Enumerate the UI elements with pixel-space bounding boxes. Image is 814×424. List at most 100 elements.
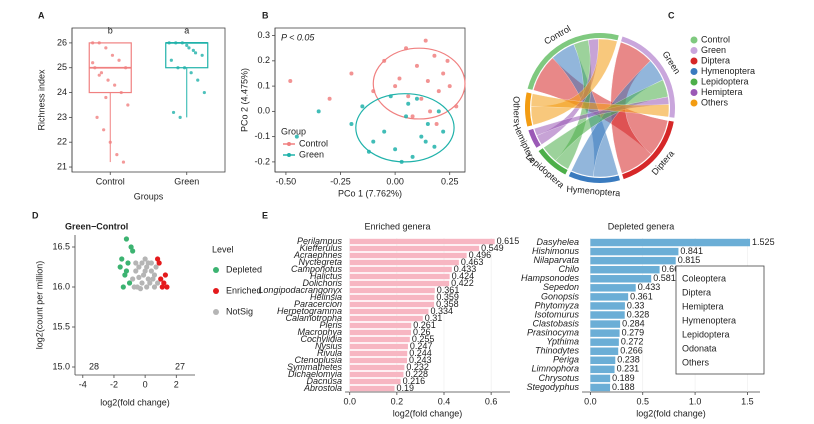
point xyxy=(122,272,128,278)
value-label: 0.328 xyxy=(627,309,650,319)
panel-letter: B xyxy=(262,10,269,20)
x-tick-label: Green xyxy=(174,176,199,186)
category-label: Symmathetes xyxy=(287,362,343,372)
legend-label: Others xyxy=(701,97,729,107)
y-tick-label: 21 xyxy=(57,161,67,171)
legend-swatch xyxy=(690,47,698,54)
point xyxy=(123,268,130,274)
legend-label: Hymenoptera xyxy=(701,66,755,76)
point xyxy=(159,284,165,290)
point xyxy=(119,256,125,262)
bar xyxy=(349,364,405,371)
bar xyxy=(590,275,652,283)
legend-label: Depleted xyxy=(226,264,262,274)
legend-label: Control xyxy=(701,34,730,44)
legend-label: Odonata xyxy=(682,343,717,353)
point xyxy=(161,280,167,286)
value-label: 0.358 xyxy=(436,299,459,309)
value-label: 0.361 xyxy=(437,285,460,295)
value-label: 0.359 xyxy=(436,292,459,302)
value-label: 0.19 xyxy=(397,383,415,393)
category-label: Cochylidia xyxy=(300,334,342,344)
category-label: Hishimonus xyxy=(532,246,580,256)
value-label: 0.422 xyxy=(451,278,474,288)
point xyxy=(419,96,424,101)
x-tick-label: 0.4 xyxy=(438,396,451,406)
bar xyxy=(349,336,410,343)
x-tick-label: -4 xyxy=(79,379,87,389)
legend-swatch xyxy=(690,57,698,65)
x-tick-label: 0.00 xyxy=(386,176,404,186)
confidence-ellipse xyxy=(372,47,466,120)
value-label: 0.232 xyxy=(406,362,429,372)
value-label: 0.279 xyxy=(622,327,645,337)
point xyxy=(97,73,101,77)
category-label: Chilo xyxy=(558,264,579,274)
legend-swatch xyxy=(690,78,698,86)
category-label: Isotomurus xyxy=(534,309,579,319)
value-label: 0.841 xyxy=(680,246,703,256)
point xyxy=(139,260,145,266)
category-label: Periga xyxy=(553,355,579,365)
value-label: 0.238 xyxy=(617,355,640,365)
point xyxy=(193,51,198,55)
point xyxy=(185,43,189,47)
node-arc xyxy=(621,36,675,118)
point xyxy=(147,280,153,286)
legend-swatch xyxy=(690,89,698,96)
value-label: 0.33 xyxy=(627,300,645,310)
x-tick-label: 0 xyxy=(143,379,148,389)
point xyxy=(154,280,161,286)
legend-label: NotSig xyxy=(226,306,253,316)
point xyxy=(425,79,430,84)
point xyxy=(327,96,332,101)
category-label: Thinodytes xyxy=(535,346,580,356)
bar xyxy=(349,287,435,294)
node-arc xyxy=(568,171,620,183)
bar xyxy=(590,356,616,365)
point xyxy=(95,115,99,119)
y-tick-label: 16.5 xyxy=(52,241,70,251)
point xyxy=(148,260,154,266)
x-tick-label: 0.0 xyxy=(584,396,597,406)
point xyxy=(126,280,133,286)
legend-swatch xyxy=(287,153,291,157)
legend-title: Group xyxy=(281,126,306,136)
value-label: 0.266 xyxy=(620,346,643,356)
point xyxy=(133,268,139,274)
value-label: 0.247 xyxy=(410,341,433,351)
legend-swatch xyxy=(690,68,698,75)
y-tick-label: 0.1 xyxy=(257,80,270,90)
legend-label: Hemiptera xyxy=(701,87,743,97)
bar xyxy=(349,357,407,364)
x-tick-label: 0.25 xyxy=(441,176,459,186)
node-arc xyxy=(527,32,619,90)
value-label: 0.581 xyxy=(653,273,676,283)
bar xyxy=(590,374,611,383)
point xyxy=(117,264,123,270)
category-label: Limnophora xyxy=(531,364,579,374)
point xyxy=(169,58,173,62)
bar xyxy=(349,315,423,322)
value-label: 0.433 xyxy=(638,282,661,292)
point xyxy=(158,276,164,282)
category-label: Nyctegreta xyxy=(298,257,342,267)
bar xyxy=(349,322,412,329)
x-tick-label: -0.50 xyxy=(276,176,297,186)
point xyxy=(180,41,184,45)
point xyxy=(133,260,139,266)
node-arc xyxy=(622,120,674,180)
point xyxy=(115,153,119,157)
y-tick-label: 15.5 xyxy=(52,321,70,331)
point xyxy=(410,154,415,159)
point xyxy=(397,76,402,81)
category-label: Calamotropha xyxy=(285,313,342,323)
plot-frame xyxy=(71,27,226,173)
y-tick-label: 0.0 xyxy=(257,106,270,116)
value-label: 0.815 xyxy=(678,255,701,265)
point xyxy=(142,268,148,274)
point xyxy=(117,58,121,62)
point xyxy=(99,71,104,75)
x-axis-label: log2(fold change) xyxy=(636,408,706,418)
point xyxy=(414,96,419,101)
